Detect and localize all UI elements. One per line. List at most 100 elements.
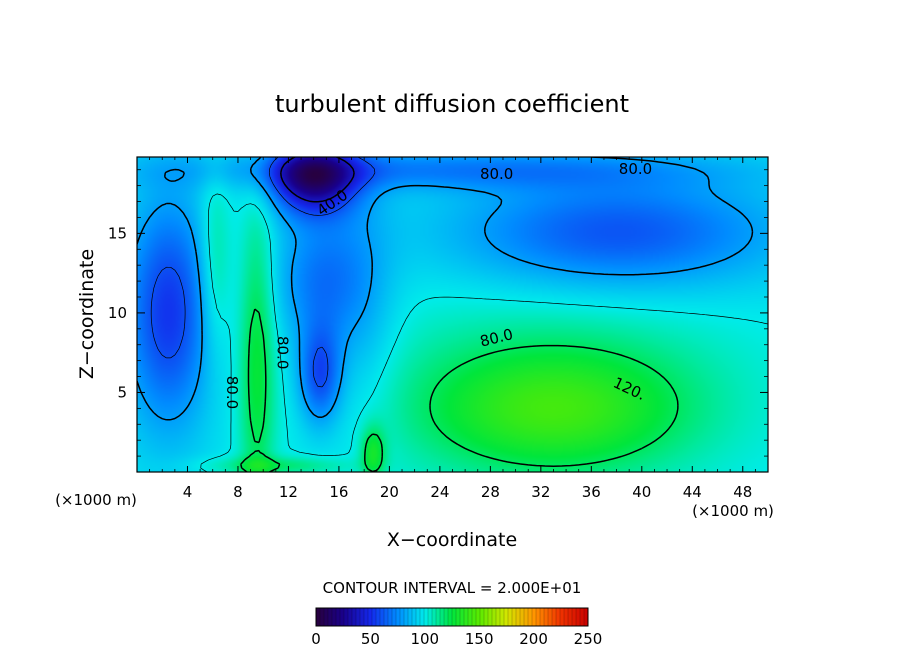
colorbar-cell	[388, 608, 393, 626]
colorbar-cell	[508, 608, 513, 626]
colorbar-cell	[368, 608, 373, 626]
colorbar-cell	[352, 608, 357, 626]
x-tick-label: 12	[279, 483, 298, 501]
x-unit-left: (×1000 m)	[55, 491, 137, 509]
colorbar-cell	[396, 608, 401, 626]
colorbar-cell	[532, 608, 537, 626]
y-axis: 5 10 15	[108, 169, 768, 457]
colorbar-cell	[328, 608, 333, 626]
colorbar-cell	[512, 608, 517, 626]
colorbar-cell	[536, 608, 541, 626]
colorbar-cell	[524, 608, 529, 626]
colorbar-cell	[520, 608, 525, 626]
contour-line-80	[137, 157, 754, 421]
contour-label: 80.0	[480, 165, 513, 183]
colorbar-cell	[348, 608, 353, 626]
colorbar-cell	[504, 608, 509, 626]
colorbar-tick-label: 0	[311, 630, 321, 648]
colorbar-tick-label: 250	[574, 630, 603, 648]
colorbar-cell	[436, 608, 441, 626]
colorbar-cell	[448, 608, 453, 626]
colorbar-cell	[488, 608, 493, 626]
y-tick-label: 10	[108, 304, 127, 322]
colorbar-ticks: 0 50 100 150 200 250	[311, 630, 602, 648]
colorbar-cell	[376, 608, 381, 626]
colorbar-cell	[392, 608, 397, 626]
colorbar-frame	[315, 607, 589, 627]
colorbar-cell	[372, 608, 377, 626]
colorbar-cell	[364, 608, 369, 626]
colorbar-cell	[384, 608, 389, 626]
colorbar-cell	[360, 608, 365, 626]
colorbar-cell	[428, 608, 433, 626]
colorbar-cell	[564, 608, 569, 626]
x-tick-label: 28	[481, 483, 500, 501]
colorbar-cell	[560, 608, 565, 626]
colorbar-cell	[356, 608, 361, 626]
x-tick-label: 8	[233, 483, 243, 501]
colorbar-cell	[400, 608, 405, 626]
x-tick-label: 44	[683, 483, 702, 501]
x-tick-label: 16	[329, 483, 348, 501]
contour-lines	[137, 157, 768, 472]
x-tick-label: 20	[380, 483, 399, 501]
colorbar-cell	[548, 608, 553, 626]
colorbar-cell	[332, 608, 337, 626]
contour-label: 80.0	[619, 160, 652, 178]
colorbar-cell	[432, 608, 437, 626]
colorbar-cell	[344, 608, 349, 626]
colorbar-cell	[456, 608, 461, 626]
colorbar-cell	[452, 608, 457, 626]
colorbar-cell	[320, 608, 325, 626]
colorbar-cell	[496, 608, 501, 626]
colorbar-cell	[336, 608, 341, 626]
colorbar-cell	[316, 608, 321, 626]
colorbar-cell	[528, 608, 533, 626]
colorbar-cell	[472, 608, 477, 626]
colorbar-cell	[580, 608, 585, 626]
y-tick-label: 15	[108, 224, 127, 242]
colorbar-cell	[416, 608, 421, 626]
colorbar-cell	[424, 608, 429, 626]
colorbar-cell	[404, 608, 409, 626]
y-tick-label: 5	[117, 383, 127, 401]
x-tick-label: 48	[733, 483, 752, 501]
colorbar-cell	[516, 608, 521, 626]
colorbar-cell	[440, 608, 445, 626]
colorbar-cell	[464, 608, 469, 626]
colorbar-cell	[568, 608, 573, 626]
contour-line-100	[200, 193, 768, 472]
colorbar-cell	[556, 608, 561, 626]
colorbar-cell	[420, 608, 425, 626]
colorbar-tick-label: 100	[410, 630, 439, 648]
x-tick-label: 24	[430, 483, 449, 501]
colorbar-cell	[500, 608, 505, 626]
colorbar-cell	[544, 608, 549, 626]
colorbar-cell	[484, 608, 489, 626]
colorbar-cell	[540, 608, 545, 626]
colorbar-cell	[460, 608, 465, 626]
colorbar-tick-label: 150	[465, 630, 494, 648]
contour-label: 80.0	[274, 336, 292, 369]
colorbar-cell	[476, 608, 481, 626]
colorbar-tick-label: 50	[361, 630, 380, 648]
colorbar	[315, 607, 589, 627]
x-unit-right: (×1000 m)	[692, 502, 774, 520]
contour-line-120	[240, 308, 679, 472]
x-tick-label: 32	[531, 483, 550, 501]
colorbar-cell	[340, 608, 345, 626]
colorbar-cell	[480, 608, 485, 626]
colorbar-cell	[412, 608, 417, 626]
colorbar-tick-label: 200	[519, 630, 548, 648]
colorbar-cell	[324, 608, 329, 626]
contour-interval-text: CONTOUR INTERVAL = 2.000E+01	[323, 579, 582, 597]
x-tick-label: 36	[582, 483, 601, 501]
colorbar-cell	[408, 608, 413, 626]
colorbar-cell	[584, 608, 589, 626]
x-tick-label: 4	[183, 483, 193, 501]
chart-title: turbulent diffusion coefficient	[275, 90, 629, 118]
contour-label: 80.0	[223, 376, 241, 409]
colorbar-cell	[576, 608, 581, 626]
